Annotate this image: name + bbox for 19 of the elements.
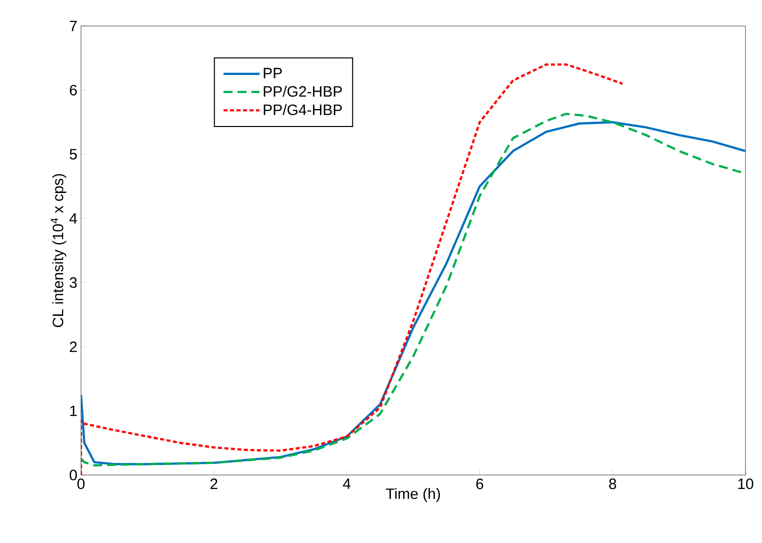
legend-label: PP — [264, 68, 282, 78]
x-tick-label: 10 — [738, 478, 754, 490]
y-tick-label: 2 — [70, 341, 77, 352]
y-tick-label: 4 — [69, 213, 78, 224]
x-tick-label: 4 — [342, 478, 351, 489]
x-tick-label: 8 — [609, 478, 616, 490]
y-tick-label: 0 — [70, 470, 77, 480]
legend-label: PP/G2-HBP — [264, 86, 342, 97]
y-tick-label: 7 — [70, 20, 77, 32]
x-tick-label: 2 — [210, 478, 218, 490]
legend-label: PP/G4-HBP — [264, 104, 342, 116]
y-tick-label: 3 — [70, 277, 77, 288]
y-tick-label: 5 — [70, 149, 77, 160]
y-axis-title: CL intensity (10$^{4}$ x cps) — [50, 174, 66, 328]
x-tick-label: 6 — [476, 478, 484, 490]
x-axis-title: Time (h) — [386, 488, 440, 502]
y-tick-label: 1 — [70, 406, 77, 416]
x-tick-label: 0 — [77, 478, 85, 490]
y-tick-label: 6 — [70, 84, 77, 96]
